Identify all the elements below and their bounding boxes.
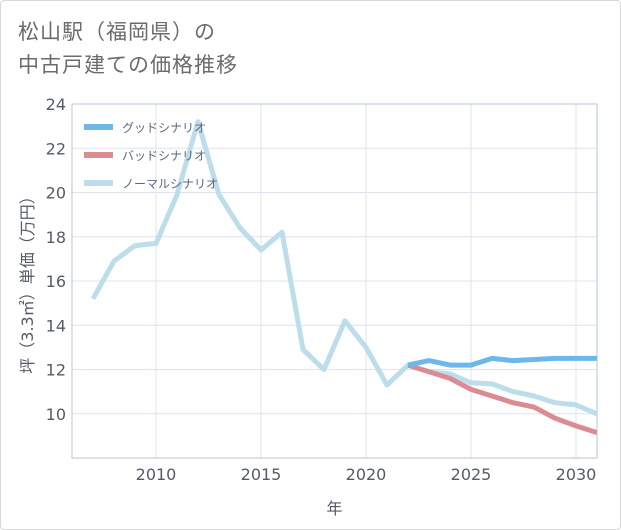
x-tick-label: 2025 [451, 465, 492, 484]
series-layer [90, 119, 597, 435]
series-line-1 [407, 362, 597, 435]
y-axis-label: 坪（3.3㎡）単価（万円） [18, 188, 37, 373]
x-axis-label: 年 [326, 499, 342, 518]
y-tick-label: 18 [46, 228, 66, 247]
plot-area [71, 103, 598, 459]
series-line-2 [90, 119, 597, 417]
y-tick-label: 22 [46, 139, 66, 158]
x-tick-label: 2030 [556, 465, 597, 484]
x-tick-label: 2020 [346, 465, 387, 484]
legend-label: ノーマルシナリオ [122, 177, 218, 191]
y-axis-ticks: 10 12 14 16 18 20 22 24 [46, 95, 66, 424]
y-tick-label: 10 [46, 405, 66, 424]
chart-title-line1: 松山駅（福岡県）の [18, 20, 216, 44]
chart-title: 松山駅（福岡県）の 中古戸建ての価格推移 [18, 16, 238, 82]
x-tick-label: 2015 [241, 465, 282, 484]
y-tick-label: 16 [46, 272, 66, 291]
x-axis-ticks: 2010 2015 2020 2025 2030 [136, 465, 597, 484]
legend-label: グッドシナリオ [122, 121, 206, 135]
x-tick-label: 2010 [136, 465, 177, 484]
chart-title-line2: 中古戸建ての価格推移 [18, 53, 238, 77]
legend-label: バッドシナリオ [122, 149, 206, 163]
y-tick-label: 24 [46, 95, 66, 114]
y-tick-label: 20 [46, 184, 66, 203]
y-tick-label: 12 [46, 361, 66, 380]
series-line-0 [407, 355, 597, 368]
y-tick-label: 14 [46, 316, 66, 335]
